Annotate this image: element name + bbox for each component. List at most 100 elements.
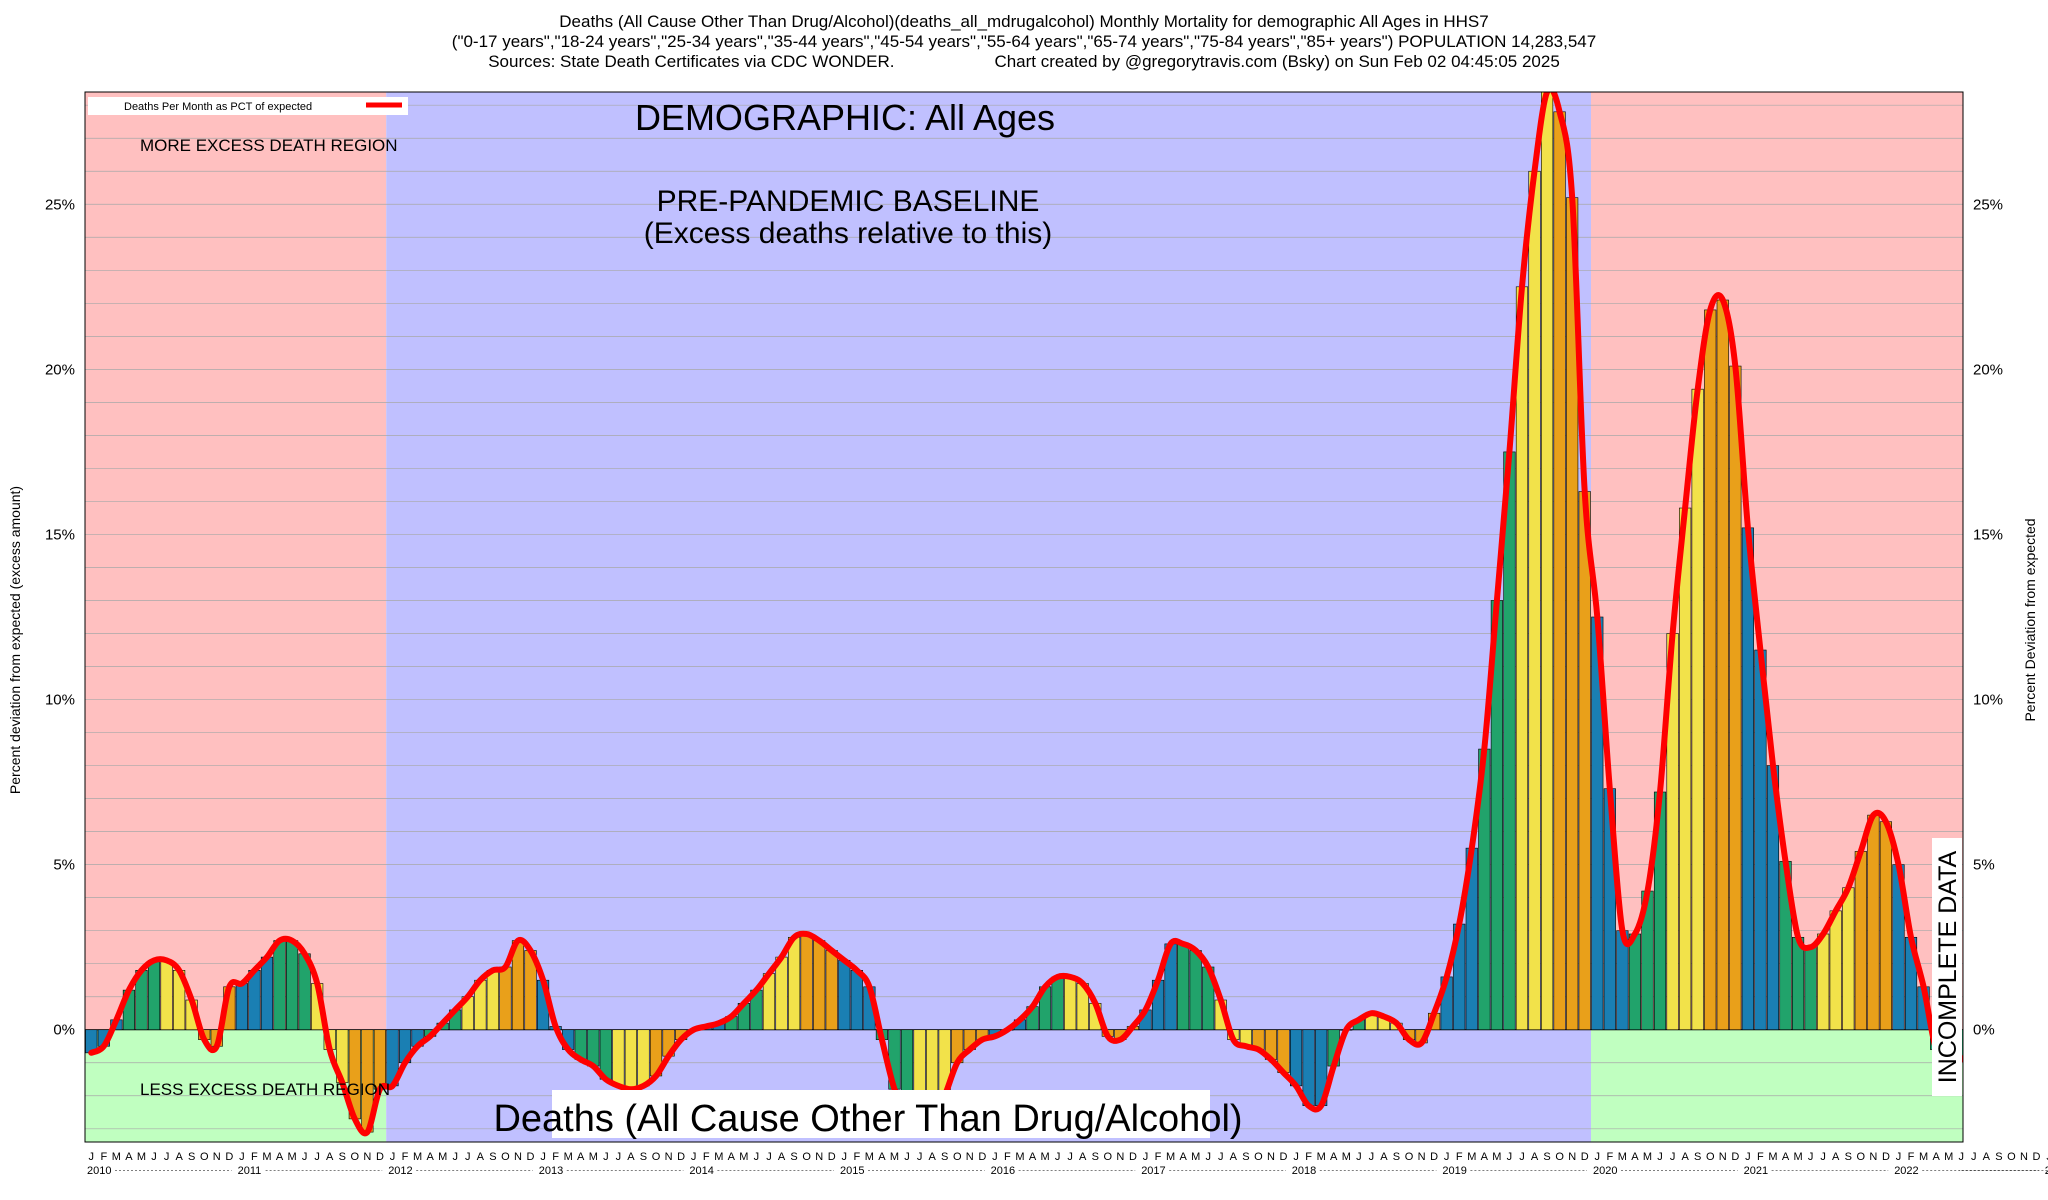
line-group [88, 92, 1963, 1137]
x-tick-year: 2016 [991, 1165, 1015, 1177]
x-tick-month: F [703, 1151, 710, 1163]
bar [1993, 1020, 2005, 1030]
x-tick-month: J [1971, 1151, 1977, 1163]
demographic-label: DEMOGRAPHIC: All Ages [635, 97, 1055, 138]
x-tick-month: N [363, 1151, 371, 1163]
x-tick-month: J [2046, 1151, 2048, 1163]
x-tick-month: N [1568, 1151, 1576, 1163]
x-tick-month: S [640, 1151, 647, 1163]
x-tick-month: F [1757, 1151, 1764, 1163]
x-tick-month: D [1581, 1151, 1589, 1163]
x-tick-month: J [1143, 1151, 1149, 1163]
x-tick-month: A [577, 1151, 585, 1163]
x-tick-month: A [1782, 1151, 1790, 1163]
x-tick-month: M [739, 1151, 748, 1163]
bar [160, 960, 173, 1031]
y-tick-label-left: 5% [53, 857, 75, 874]
x-tick-month: A [728, 1151, 736, 1163]
x-tick-month: F [853, 1151, 860, 1163]
x-tick-month: J [616, 1151, 622, 1163]
bar [1628, 933, 1642, 1031]
bar [1716, 299, 1729, 1031]
x-tick-month: J [842, 1151, 848, 1163]
y-tick-label-right: 25% [1973, 196, 2003, 213]
x-tick-month: N [1116, 1151, 1124, 1163]
bar [499, 966, 512, 1031]
x-tick-month: S [941, 1151, 948, 1163]
less-excess-label: LESS EXCESS DEATH REGION [140, 1080, 390, 1099]
x-tick-month: J [1356, 1151, 1362, 1163]
x-tick-month: F [100, 1151, 107, 1163]
x-tick-month: J [390, 1151, 396, 1163]
x-tick-month: A [1380, 1151, 1388, 1163]
y-axis-label-left: Percent deviation from expected (excess … [7, 486, 23, 794]
x-tick-month: D [1430, 1151, 1438, 1163]
bar [1804, 946, 1817, 1031]
bar [1867, 814, 1880, 1031]
bars-group [85, 92, 2043, 1133]
x-tick-month: N [1869, 1151, 1877, 1163]
x-tick-month: J [89, 1151, 95, 1163]
x-tick-month: M [1467, 1151, 1476, 1163]
bar [486, 970, 499, 1031]
x-tick-month: J [452, 1151, 458, 1163]
bar [2018, 990, 2030, 1030]
x-tick-month: M [438, 1151, 447, 1163]
excess-region-left [85, 92, 387, 1030]
bar [260, 956, 274, 1031]
x-tick-month: M [1919, 1151, 1928, 1163]
x-tick-month: M [714, 1151, 723, 1163]
x-tick-month: J [302, 1151, 308, 1163]
x-tick-month: A [1681, 1151, 1689, 1163]
bar [2031, 977, 2043, 1030]
bar [775, 956, 788, 1031]
incomplete-data-label: INCOMPLETE DATA [1934, 850, 1962, 1083]
x-tick-year: 2017 [1141, 1165, 1165, 1177]
x-tick-year: 2010 [87, 1165, 111, 1177]
bar [1051, 976, 1064, 1031]
chart-title-block: Deaths (All Cause Other Than Drug/Alcoho… [0, 12, 2048, 72]
x-tick-month: M [137, 1151, 146, 1163]
x-tick-month: A [1531, 1151, 1539, 1163]
x-tick-month: N [665, 1151, 673, 1163]
x-tick-month: S [790, 1151, 797, 1163]
x-tick-month: N [1719, 1151, 1727, 1163]
x-tick-year: 2021 [1744, 1165, 1768, 1177]
x-tick-month: S [1995, 1151, 2002, 1163]
x-tick-month: J [1369, 1151, 1375, 1163]
bar [850, 970, 863, 1031]
sources-text: Sources: State Death Certificates via CD… [488, 52, 895, 71]
legend-label: Deaths Per Month as PCT of expected [124, 101, 312, 113]
x-tick-month: S [489, 1151, 496, 1163]
x-tick-month: M [564, 1151, 573, 1163]
bar [1578, 491, 1591, 1031]
x-tick-month: M [1040, 1151, 1049, 1163]
x-tick-month: A [1230, 1151, 1238, 1163]
x-tick-year: 2012 [388, 1165, 412, 1177]
x-tick-month: J [1507, 1151, 1513, 1163]
x-tick-month: F [1155, 1151, 1162, 1163]
x-tick-month: M [1342, 1151, 1351, 1163]
x-tick-month: O [200, 1151, 209, 1163]
x-tick-month: A [1832, 1151, 1840, 1163]
bar [1515, 286, 1529, 1031]
x-tick-month: J [1958, 1151, 1964, 1163]
bar [813, 940, 826, 1031]
x-tick-month: D [225, 1151, 233, 1163]
x-tick-month: O [953, 1151, 962, 1163]
bar [285, 940, 299, 1031]
bar [1691, 388, 1704, 1031]
x-tick-month: A [477, 1151, 485, 1163]
x-tick-month: A [1481, 1151, 1489, 1163]
x-tick-month: J [1670, 1151, 1676, 1163]
x-tick-month: J [691, 1151, 697, 1163]
bar [1189, 950, 1202, 1031]
x-tick-month: J [1595, 1151, 1601, 1163]
x-tick-month: O [652, 1151, 661, 1163]
x-tick-month: O [1254, 1151, 1263, 1163]
x-tick-month: A [778, 1151, 786, 1163]
x-tick-year: 2011 [238, 1165, 262, 1177]
legend-box [88, 97, 408, 115]
x-tick-month: M [589, 1151, 598, 1163]
